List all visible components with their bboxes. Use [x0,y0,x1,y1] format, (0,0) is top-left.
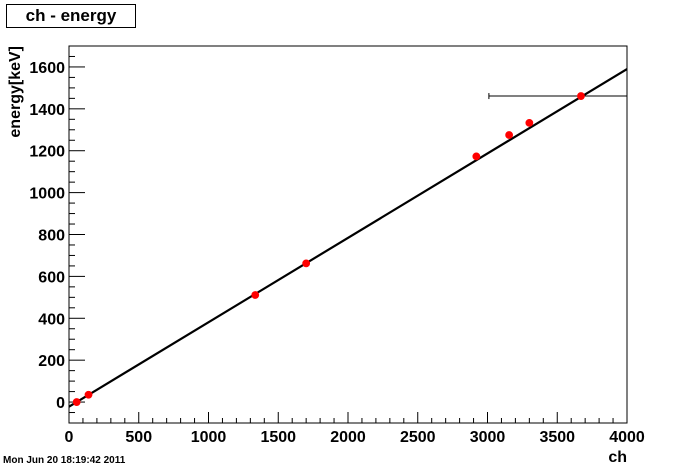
y-tick-label: 200 [38,353,65,370]
y-axis-ticks: 0 200 400 600 800 1000 1200 1400 1600 [29,60,85,412]
fit-layer [68,68,628,408]
x-tick-label: 1500 [260,429,296,446]
fit-line [68,68,628,408]
y-axis-label: energy[keV] [7,46,24,138]
x-tick-label: 1000 [191,429,227,446]
x-tick-label: 4000 [609,429,645,446]
y-tick-label: 0 [56,395,65,412]
data-point [251,291,260,299]
plot-frame [68,45,628,424]
x-tick-label: 2500 [400,429,436,446]
data-point [505,131,514,139]
data-point [577,92,585,100]
x-tick-label: 3500 [539,429,575,446]
y-tick-label: 1000 [29,186,65,203]
y-tick-label: 1400 [29,102,65,119]
data-point [72,398,81,406]
data-point [84,390,93,399]
data-point [525,118,534,127]
data-point [472,152,481,161]
timestamp: Mon Jun 20 18:19:42 2011 [3,455,126,466]
x-tick-label: 3000 [470,429,506,446]
x-tick-label: 2000 [330,429,366,446]
y-tick-label: 1600 [29,60,65,77]
x-axis-label: ch [608,449,627,466]
x-tick-label: 500 [125,429,152,446]
data-points [72,92,627,406]
minor-ticks [69,45,614,424]
chart-title: ch - energy [6,4,136,28]
data-point [302,259,311,268]
x-axis-ticks: 0 500 1000 1500 2000 2500 3000 3500 4000 [65,412,645,446]
x-tick-label: 0 [65,429,74,446]
y-tick-label: 400 [38,311,65,328]
y-tick-label: 600 [38,269,65,286]
y-tick-label: 800 [38,228,65,245]
y-tick-label: 1200 [29,144,65,161]
